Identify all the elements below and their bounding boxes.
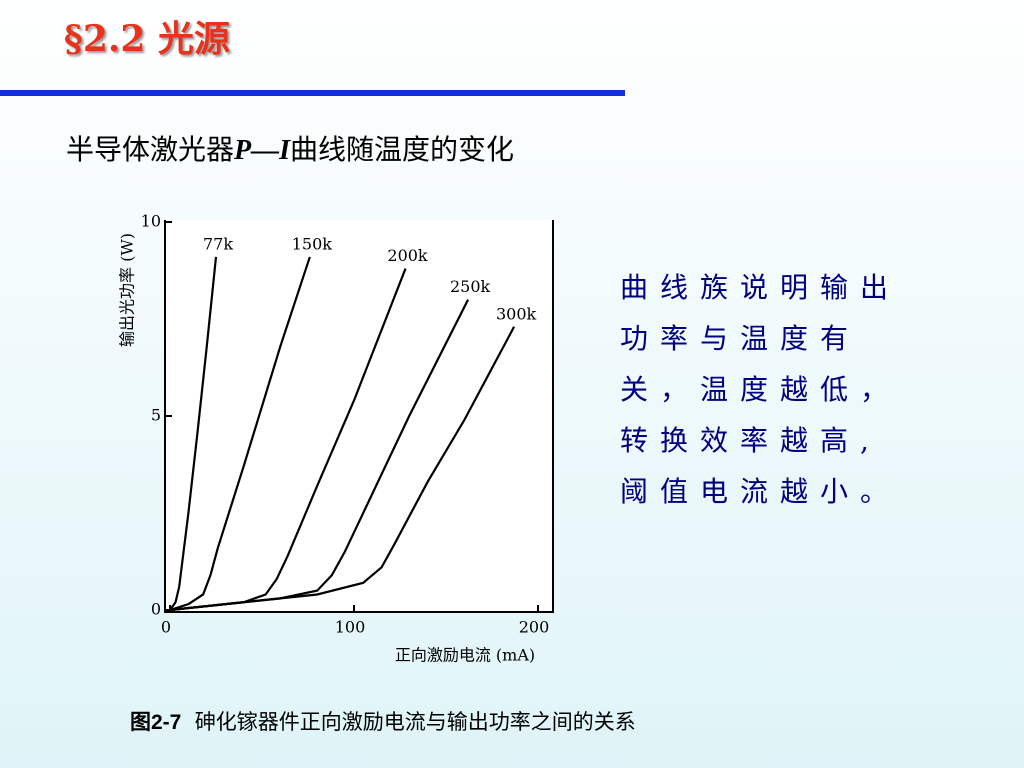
y-axis-label: 输出光功率 (W) — [118, 233, 137, 347]
subtitle: 半导体激光器P—I曲线随温度的变化 — [66, 128, 514, 168]
x-tick-label: 0 — [161, 618, 171, 637]
series-label: 150k — [292, 234, 333, 253]
series-label: 200k — [387, 246, 428, 265]
plot-area — [165, 220, 553, 612]
y-tick-label: 0 — [151, 600, 161, 619]
subtitle-text: 曲线随温度的变化 — [290, 133, 515, 166]
curve — [169, 256, 218, 611]
slide-title: §2.2 光源 — [64, 18, 230, 60]
x-tick-label: 100 — [335, 618, 366, 637]
curve — [169, 256, 311, 612]
series-label: 77k — [203, 234, 233, 253]
series-label: 250k — [450, 277, 491, 296]
body-text: 曲线族说明输出功率与温度有关，温度越低，转换效率越高,阈值电流越小。 — [620, 271, 901, 508]
caption-label: 图2-7 — [130, 711, 182, 734]
y-tick-label: 5 — [151, 406, 161, 425]
subtitle-text: 半导体激光器 — [66, 133, 235, 166]
caption-text: 砷化镓器件正向激励电流与输出功率之间的关系 — [194, 710, 636, 734]
x-axis-label: 正向激励电流 (mA) — [395, 646, 535, 665]
y-tick-label: 10 — [141, 212, 161, 231]
subtitle-italic: P—I — [234, 135, 291, 166]
title-rule — [0, 90, 625, 96]
x-tick-label: 200 — [519, 618, 550, 637]
series-label: 300k — [496, 304, 537, 323]
caption: 图2-7 砷化镓器件正向激励电流与输出功率之间的关系 — [130, 706, 636, 736]
curve — [169, 326, 516, 612]
